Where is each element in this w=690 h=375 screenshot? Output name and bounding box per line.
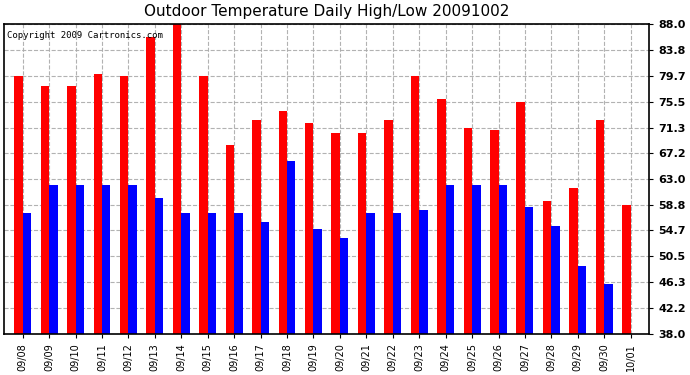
Bar — [181, 213, 190, 334]
Bar — [23, 213, 31, 334]
Bar — [261, 222, 269, 334]
Bar — [543, 201, 551, 334]
Bar — [384, 120, 393, 334]
Bar — [14, 76, 23, 334]
Bar — [287, 160, 295, 334]
Bar — [517, 102, 525, 334]
Bar — [234, 213, 243, 334]
Bar — [393, 213, 401, 334]
Bar — [464, 128, 472, 334]
Bar — [578, 266, 586, 334]
Bar — [67, 86, 75, 334]
Bar — [128, 185, 137, 334]
Bar — [102, 185, 110, 334]
Bar — [41, 86, 49, 334]
Bar — [366, 213, 375, 334]
Bar — [604, 284, 613, 334]
Bar — [120, 76, 128, 334]
Bar — [252, 120, 261, 334]
Bar — [622, 205, 631, 334]
Bar — [340, 238, 348, 334]
Bar — [155, 198, 164, 334]
Bar — [49, 185, 57, 334]
Bar — [75, 185, 84, 334]
Bar — [472, 185, 480, 334]
Bar — [411, 76, 420, 334]
Bar — [437, 99, 446, 334]
Bar — [498, 185, 507, 334]
Bar — [279, 111, 287, 334]
Bar — [305, 123, 313, 334]
Bar — [525, 207, 533, 334]
Bar — [226, 145, 234, 334]
Bar — [551, 225, 560, 334]
Bar — [172, 24, 181, 334]
Bar — [595, 120, 604, 334]
Bar — [146, 37, 155, 334]
Bar — [199, 76, 208, 334]
Bar — [446, 185, 454, 334]
Title: Outdoor Temperature Daily High/Low 20091002: Outdoor Temperature Daily High/Low 20091… — [144, 4, 509, 19]
Bar — [420, 210, 428, 334]
Text: Copyright 2009 Cartronics.com: Copyright 2009 Cartronics.com — [8, 31, 164, 40]
Bar — [331, 133, 340, 334]
Bar — [208, 213, 216, 334]
Bar — [94, 74, 102, 334]
Bar — [313, 229, 322, 334]
Bar — [358, 133, 366, 334]
Bar — [490, 130, 498, 334]
Bar — [569, 188, 578, 334]
